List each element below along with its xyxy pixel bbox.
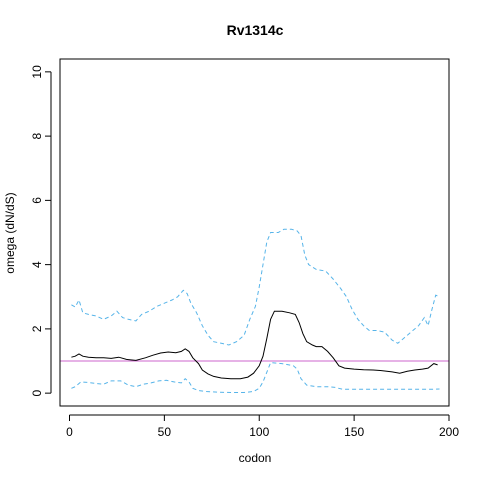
y-tick-label: 8	[30, 132, 44, 139]
series-line-lower-bound	[71, 362, 440, 393]
y-tick-label: 4	[30, 261, 44, 268]
x-tick-label: 100	[249, 425, 269, 439]
x-tick-label: 200	[439, 425, 459, 439]
x-tick-label: 0	[66, 425, 73, 439]
chart-title: Rv1314c	[227, 22, 284, 38]
y-tick-label: 0	[30, 389, 44, 396]
axes: 0 50 100 150 200 0 2 4 6 8 10	[30, 65, 459, 439]
x-tick-label: 150	[344, 425, 364, 439]
plot-area	[60, 228, 449, 393]
y-axis-label: omega (dN/dS)	[3, 192, 17, 273]
y-tick-label: 2	[30, 325, 44, 332]
x-axis-label: codon	[239, 451, 272, 465]
series-line-upper-bound	[71, 228, 440, 346]
x-tick-label: 50	[158, 425, 172, 439]
series-line-estimate	[71, 310, 438, 380]
y-tick-label: 10	[30, 65, 44, 79]
y-tick-label: 6	[30, 197, 44, 204]
plot-frame	[59, 58, 450, 407]
